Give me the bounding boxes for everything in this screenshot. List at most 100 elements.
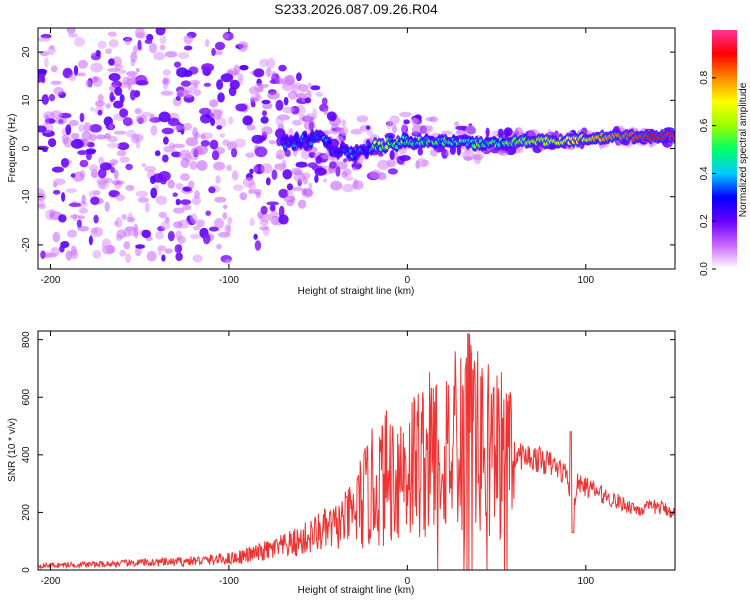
spectrogram-cell <box>107 68 121 73</box>
spectrogram-cell <box>214 41 226 51</box>
spectrogram-cell <box>52 231 61 243</box>
spectrogram-cell <box>352 180 364 191</box>
spectrogram-cell <box>248 86 259 95</box>
spectrogram-cell <box>97 40 107 49</box>
spectrogram-cell <box>58 214 67 223</box>
spectrogram-cell <box>184 45 193 51</box>
spectrogram-cell <box>411 124 425 136</box>
spectrogram-cell <box>228 86 237 97</box>
spectrogram-cell <box>155 231 164 240</box>
spectrogram-cell <box>127 84 132 91</box>
spectrogram-cell <box>108 123 114 130</box>
spectrogram-cell <box>303 120 316 131</box>
spectrogram-cell <box>110 166 115 174</box>
spectrogram-cell <box>72 171 85 182</box>
spectrogram-cell <box>50 65 58 73</box>
snr-series-group <box>38 333 675 570</box>
spectrogram-cell <box>103 177 113 184</box>
spectrogram-cell <box>190 146 204 156</box>
spectrogram-y-axis-label: Frequency (Hz) <box>7 114 18 183</box>
colorbar-label: Normalized spectral amplitude <box>738 82 749 217</box>
spectrogram-cell <box>137 197 149 203</box>
spectrogram-cell <box>91 52 97 57</box>
spectrogram-cell <box>125 163 133 171</box>
spectrogram-cell <box>77 150 88 156</box>
spectrogram-x-tick-label: -200 <box>40 275 60 286</box>
spectrogram-cell <box>330 180 343 191</box>
spectrogram-cell <box>68 202 82 207</box>
spectrogram-cell <box>40 250 46 259</box>
spectrogram-cell <box>209 99 219 108</box>
spectrogram-cell <box>425 117 435 122</box>
spectrogram-cell <box>160 177 167 185</box>
snr-y-tick-label: 800 <box>21 331 32 348</box>
spectrogram-cell <box>119 249 127 257</box>
spectrogram-cell <box>297 84 309 93</box>
spectrogram-cell <box>90 62 103 73</box>
spectrogram-cell <box>97 109 103 116</box>
spectrogram-cell <box>275 154 282 160</box>
spectrogram-cell <box>70 132 80 140</box>
colorbar-tick-label: 0.4 <box>699 166 710 180</box>
spectrogram-cell <box>200 140 210 147</box>
spectrogram-cell <box>130 51 138 63</box>
spectrogram-cell <box>233 64 241 76</box>
spectrogram-cell <box>254 240 262 251</box>
spectrogram-cell <box>92 249 102 259</box>
spectrogram-cell <box>113 169 119 180</box>
spectrogram-cell <box>445 150 451 157</box>
spectrogram-cell <box>148 42 158 54</box>
spectrogram-cell <box>259 58 269 68</box>
spectrogram-cell <box>228 116 234 125</box>
spectrogram-cell <box>89 124 102 133</box>
spectrogram-cell <box>162 154 169 163</box>
spectrogram-cell <box>290 105 300 115</box>
spectrogram-y-tick-label: -10 <box>21 189 32 204</box>
spectrogram-cell <box>218 109 224 117</box>
spectrogram-cell <box>134 108 142 115</box>
colorbar: 0.0 0.2 0.4 0.6 0.8 Normalized spectral ampl… <box>699 30 749 276</box>
spectrogram-cell <box>200 133 206 140</box>
spectrogram-cell <box>115 180 125 185</box>
spectrogram-cell <box>465 124 476 136</box>
spectrogram-cell <box>135 28 145 38</box>
spectrogram-cell <box>202 233 211 245</box>
spectrogram-cell <box>403 119 410 125</box>
spectrogram-cell <box>119 156 130 163</box>
spectrogram-cell <box>239 192 248 201</box>
spectrogram-cell <box>235 103 248 112</box>
spectrogram-cell <box>88 235 93 246</box>
spectrogram-cell <box>76 219 82 228</box>
spectrogram-cell <box>255 191 261 199</box>
spectrogram-cell <box>104 201 110 212</box>
spectrogram-cell <box>135 67 140 73</box>
spectrogram-cell <box>67 229 77 238</box>
spectrogram-cell <box>214 196 227 203</box>
spectrogram-cell <box>157 246 163 256</box>
spectrogram-cell <box>192 127 199 138</box>
spectrogram-cell <box>327 140 332 145</box>
spectrogram-cell <box>386 121 392 130</box>
spectrogram-cell <box>341 119 346 127</box>
spectrogram-cell <box>196 160 208 171</box>
spectrogram-cell <box>48 93 56 102</box>
spectrogram-cell <box>68 119 79 127</box>
spectrogram-cell <box>308 182 313 190</box>
spectrogram-cell <box>196 219 205 228</box>
spectrogram-cell <box>161 127 174 135</box>
spectrogram-cell <box>119 94 125 104</box>
spectrogram-cell <box>175 198 181 206</box>
snr-x-tick-label: 0 <box>405 576 411 587</box>
spectrogram-cell <box>38 188 45 199</box>
spectrogram-cell <box>335 166 341 177</box>
spectrogram-cell <box>253 68 265 78</box>
spectrogram-cell <box>43 57 49 68</box>
spectrogram-cell <box>95 134 106 140</box>
spectrogram-cell <box>66 28 76 35</box>
spectrogram-cell <box>205 39 210 47</box>
spectrogram-y-tick-label: 10 <box>21 94 32 106</box>
spectrogram-cell <box>159 35 167 45</box>
spectrogram-cell <box>132 45 138 54</box>
spectrogram-cell <box>122 76 131 86</box>
spectrogram-cell <box>42 147 48 153</box>
